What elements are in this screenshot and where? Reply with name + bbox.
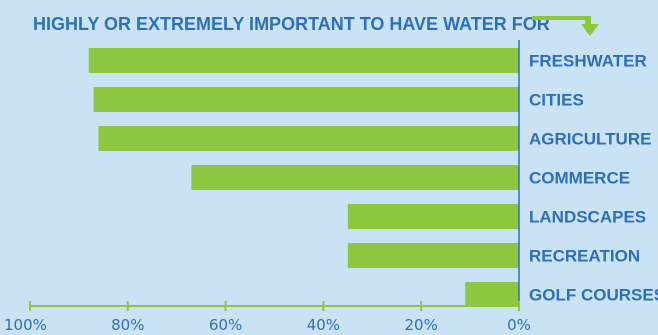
chart-title: HIGHLY OR EXTREMELY IMPORTANT TO HAVE WA… <box>33 14 550 34</box>
bars-group <box>88 48 520 307</box>
x-tick-label: 80% <box>111 316 144 334</box>
category-label: LANDSCAPES <box>529 208 646 227</box>
title-arrow-icon <box>532 16 599 36</box>
bar-cities <box>93 87 519 112</box>
category-label: CITIES <box>529 91 584 110</box>
bar-commerce <box>191 165 519 190</box>
bar-recreation <box>347 243 519 268</box>
category-label: FRESHWATER <box>529 52 647 71</box>
bar-landscapes <box>347 204 519 229</box>
bar-freshwater <box>88 48 520 73</box>
bar-agriculture <box>98 126 520 151</box>
category-label: COMMERCE <box>529 169 630 188</box>
x-tick-label: 60% <box>209 316 242 334</box>
category-labels: FRESHWATER CITIES AGRICULTURE COMMERCE LANDS… <box>529 52 658 305</box>
x-tick-label: 20% <box>405 316 438 334</box>
x-axis-ticks: 100% 80% 60% 40% 20% 0% <box>4 301 531 334</box>
bar-golf-courses <box>465 282 519 307</box>
x-tick-label: 100% <box>4 316 47 334</box>
x-tick-label: 0% <box>507 316 531 334</box>
category-label: GOLF COURSES <box>529 286 658 305</box>
category-label: RECREATION <box>529 247 640 266</box>
category-label: AGRICULTURE <box>529 130 651 149</box>
x-tick-label: 40% <box>307 316 340 334</box>
